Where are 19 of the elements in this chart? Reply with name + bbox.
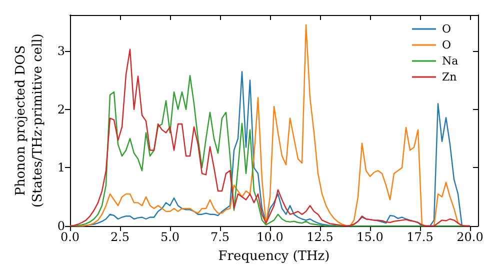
x-tick-label: 10.0 <box>256 230 284 244</box>
legend-label: Na <box>442 54 459 68</box>
legend-label: O <box>442 22 452 36</box>
x-tick-label: 15.0 <box>356 230 384 244</box>
y-tick-label: 3 <box>57 44 65 58</box>
y-axis-title: Phonon projected DOS (States/THz·primitive cell) <box>13 33 46 208</box>
x-tick-label: 2.5 <box>110 230 130 244</box>
x-tick-label: 12.5 <box>306 230 334 244</box>
x-tick-label: 0.0 <box>60 230 80 244</box>
x-tick-label: 7.5 <box>210 230 230 244</box>
x-axis-title: Frequency (THz) <box>218 249 330 264</box>
legend-label: O <box>442 38 452 52</box>
x-tick-label: 17.5 <box>406 230 434 244</box>
y-tick-label: 0 <box>57 219 65 233</box>
y-tick-label: 2 <box>57 102 65 116</box>
legend-label: Zn <box>442 70 457 84</box>
x-tick-label: 20.0 <box>456 230 484 244</box>
y-tick-label: 1 <box>57 160 65 175</box>
x-tick-label: 5.0 <box>160 230 180 244</box>
